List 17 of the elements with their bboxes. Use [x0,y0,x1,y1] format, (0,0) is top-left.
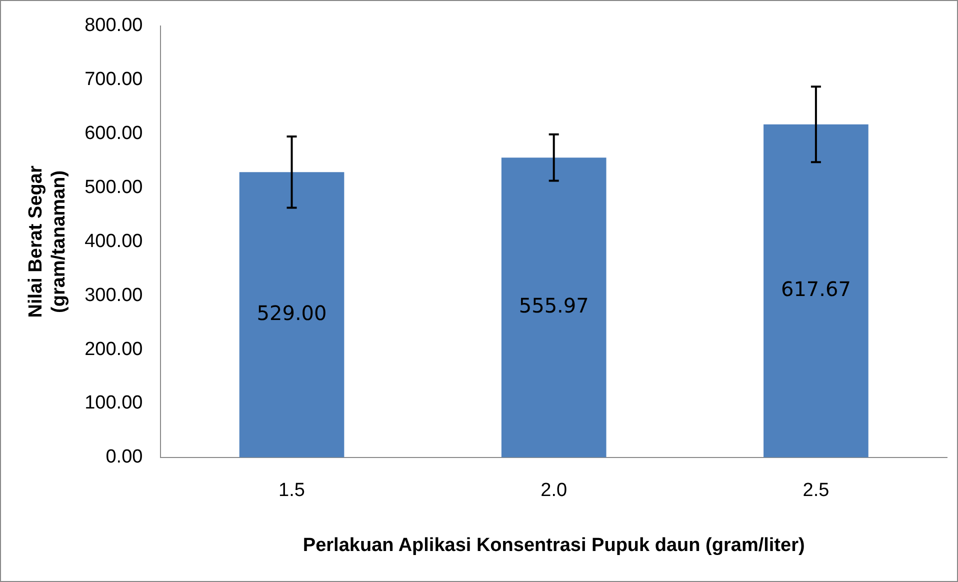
y-tick-label: 200.00 [84,338,143,360]
data-label: 529.00 [256,300,327,325]
y-tick-label: 300.00 [84,284,143,306]
y-tick-label: 400.00 [84,230,143,252]
data-label: 555.97 [518,294,589,318]
x-axis-title: Perlakuan Aplikasi Konsentrasi Pupuk daun (gram/liter) [302,534,805,556]
y-axis-title: Nilai Berat Segar (gram/tanaman) [26,165,70,318]
y-tick-label: 0.00 [106,446,143,468]
x-tick-label: 2.5 [802,480,830,502]
y-tick-label: 800.00 [84,15,143,36]
data-label: 617.67 [780,277,851,302]
x-tick-label: 2.0 [540,480,568,502]
x-tick-label: 1.5 [278,480,305,502]
y-tick-label: 100.00 [84,392,143,414]
y-tick-label: 600.00 [84,123,143,144]
y-tick-label: 500.00 [84,177,143,198]
y-tick-label: 700.00 [84,69,143,90]
